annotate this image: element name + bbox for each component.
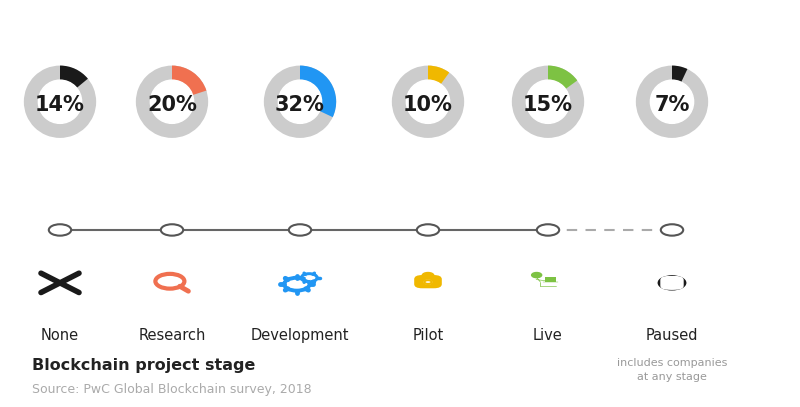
Circle shape (422, 273, 434, 278)
Wedge shape (672, 66, 687, 82)
Wedge shape (512, 66, 584, 138)
Wedge shape (548, 66, 578, 89)
Circle shape (532, 273, 542, 278)
Text: includes companies
at any stage: includes companies at any stage (617, 358, 727, 382)
Wedge shape (264, 66, 336, 138)
Circle shape (406, 80, 450, 123)
Circle shape (278, 80, 322, 123)
Text: Live: Live (533, 328, 563, 343)
Wedge shape (300, 66, 336, 117)
Text: 15%: 15% (523, 95, 573, 115)
FancyBboxPatch shape (660, 276, 679, 290)
Wedge shape (24, 66, 96, 138)
Text: Paused: Paused (646, 328, 698, 343)
Text: 10%: 10% (403, 95, 453, 115)
Wedge shape (136, 66, 208, 138)
Circle shape (38, 80, 82, 123)
Circle shape (417, 224, 439, 236)
Circle shape (289, 224, 311, 236)
Text: Development: Development (250, 328, 350, 343)
Text: 20%: 20% (147, 95, 197, 115)
Circle shape (658, 276, 686, 290)
Text: Blockchain project stage: Blockchain project stage (32, 358, 255, 373)
Polygon shape (545, 277, 556, 282)
Wedge shape (428, 66, 450, 84)
Circle shape (537, 224, 559, 236)
Text: 7%: 7% (654, 95, 690, 115)
Text: Research: Research (138, 328, 206, 343)
Circle shape (306, 276, 312, 279)
Text: 32%: 32% (275, 95, 325, 115)
FancyBboxPatch shape (665, 276, 684, 290)
Circle shape (424, 280, 432, 284)
Wedge shape (60, 66, 88, 88)
Circle shape (650, 80, 694, 123)
FancyBboxPatch shape (414, 275, 442, 288)
Wedge shape (392, 66, 464, 138)
Circle shape (292, 282, 302, 287)
Text: Pilot: Pilot (412, 328, 444, 343)
Circle shape (661, 224, 683, 236)
Text: Source: PwC Global Blockchain survey, 2018: Source: PwC Global Blockchain survey, 20… (32, 383, 312, 396)
Text: None: None (41, 328, 79, 343)
Circle shape (49, 224, 71, 236)
Circle shape (161, 224, 183, 236)
Wedge shape (172, 66, 206, 95)
Circle shape (526, 80, 570, 123)
Circle shape (150, 80, 194, 123)
Text: 14%: 14% (35, 95, 85, 115)
Wedge shape (636, 66, 708, 138)
